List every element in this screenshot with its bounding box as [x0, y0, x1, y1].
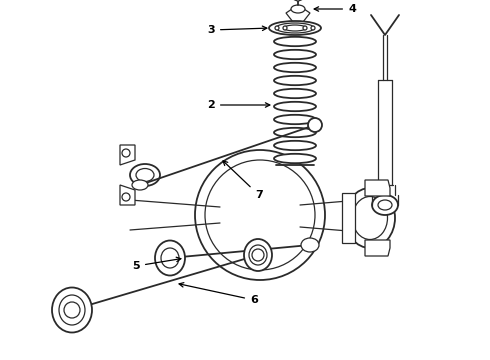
Ellipse shape — [372, 195, 398, 215]
Polygon shape — [365, 180, 390, 196]
Circle shape — [195, 150, 325, 280]
Circle shape — [295, 0, 301, 1]
Ellipse shape — [274, 154, 316, 163]
Text: 2: 2 — [207, 100, 270, 110]
Ellipse shape — [59, 295, 85, 325]
Ellipse shape — [276, 23, 314, 33]
Ellipse shape — [244, 239, 272, 271]
Ellipse shape — [274, 37, 316, 46]
Circle shape — [122, 149, 130, 157]
Circle shape — [308, 118, 322, 132]
Ellipse shape — [274, 76, 316, 85]
Polygon shape — [342, 193, 355, 243]
Ellipse shape — [136, 168, 154, 181]
Ellipse shape — [269, 21, 321, 35]
Ellipse shape — [301, 238, 319, 252]
Text: 6: 6 — [179, 283, 258, 305]
Text: 3: 3 — [207, 25, 267, 35]
Ellipse shape — [284, 25, 306, 31]
Circle shape — [283, 26, 287, 30]
Polygon shape — [120, 185, 135, 205]
Ellipse shape — [132, 180, 148, 190]
Circle shape — [252, 249, 264, 261]
Text: 5: 5 — [132, 257, 181, 271]
Ellipse shape — [249, 245, 267, 265]
Polygon shape — [365, 240, 390, 256]
Ellipse shape — [352, 197, 388, 239]
Ellipse shape — [274, 50, 316, 59]
Ellipse shape — [161, 248, 179, 268]
Circle shape — [311, 26, 315, 30]
Ellipse shape — [274, 63, 316, 72]
Ellipse shape — [274, 115, 316, 124]
Polygon shape — [286, 5, 310, 22]
Polygon shape — [120, 145, 135, 165]
Polygon shape — [300, 200, 360, 232]
Ellipse shape — [378, 200, 392, 210]
Ellipse shape — [274, 128, 316, 137]
Ellipse shape — [274, 141, 316, 150]
Ellipse shape — [345, 188, 395, 248]
Ellipse shape — [274, 89, 316, 98]
Ellipse shape — [291, 5, 305, 13]
Ellipse shape — [274, 102, 316, 111]
Circle shape — [303, 26, 307, 30]
Ellipse shape — [155, 240, 185, 275]
Ellipse shape — [130, 164, 160, 186]
Polygon shape — [378, 80, 392, 185]
Text: 4: 4 — [314, 4, 356, 14]
Ellipse shape — [52, 288, 92, 333]
Circle shape — [275, 26, 279, 30]
Circle shape — [122, 193, 130, 201]
Text: 7: 7 — [223, 161, 263, 200]
Circle shape — [205, 160, 315, 270]
Circle shape — [64, 302, 80, 318]
